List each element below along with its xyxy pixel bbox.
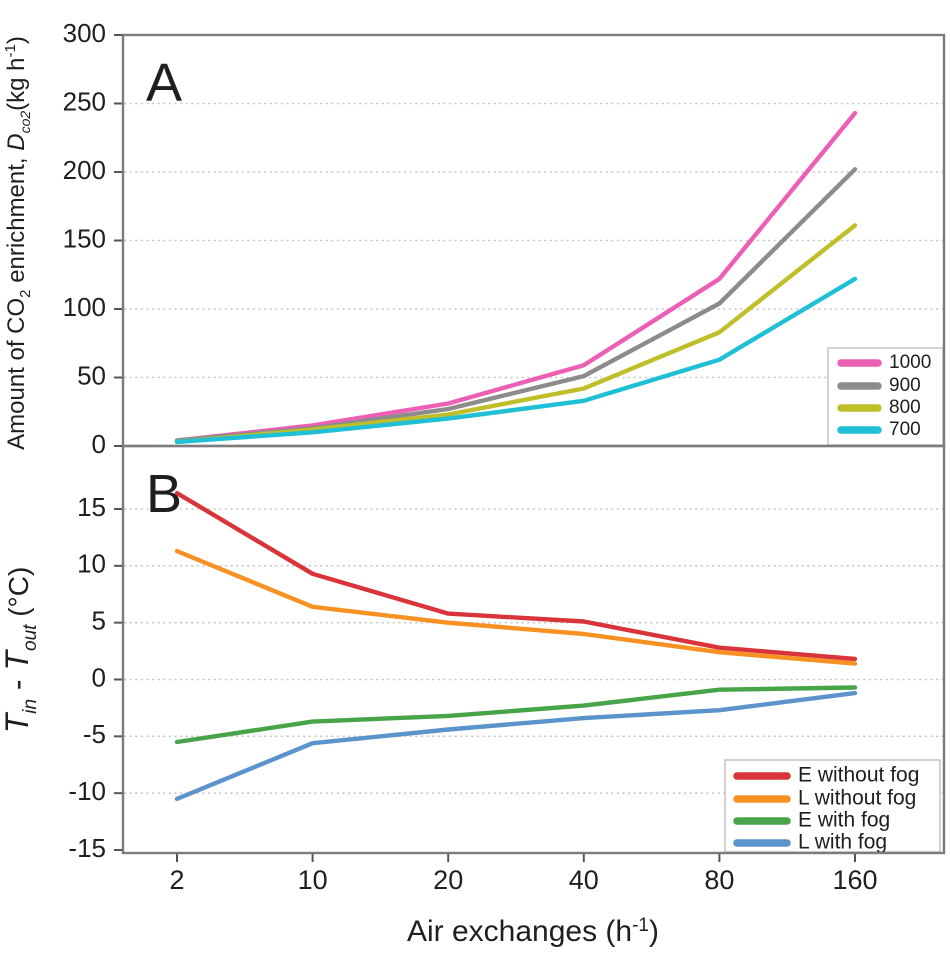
y-tick-label-a: 150 [63,223,106,253]
legend-label: 700 [889,419,921,440]
x-tick-label: 10 [298,865,328,895]
y-tick-label-a: 0 [92,429,106,459]
panel-b-title: B [146,464,182,524]
panel-a-gridlines [124,102,943,379]
y-tick-label-b: 10 [77,549,106,579]
panel-a-series [174,110,858,445]
axis-ticks [114,34,856,862]
y-tick-label-a: 50 [77,360,106,390]
y-tick-label-a: 100 [63,292,106,322]
x-tick-label: 40 [569,865,599,895]
y-tick-label-b: -15 [68,833,106,863]
y-tick-label-b: 5 [92,606,106,636]
panel-a-title: A [146,53,182,113]
series-line-800 [174,223,858,445]
legend-label: 800 [889,397,921,418]
panel-b-gridlines [124,508,943,794]
x-tick-label: 20 [433,865,463,895]
y-tick-label-a: 300 [63,18,106,48]
legend-label: 1000 [889,352,931,373]
legend-label: E without fog [798,764,919,787]
series-line-700 [174,276,858,445]
x-tick-label: 2 [169,865,184,895]
panel-a-y-axis-label: Amount of CO2 enrichment, Dco2(kg h-1) [2,36,34,450]
legend-label: E with fog [798,809,890,832]
panel-b-frame [121,444,946,855]
legend-label: L without fog [798,787,916,810]
series-line-l-without-fog [174,548,858,666]
panel-b-series [174,490,858,802]
y-tick-label-a: 200 [63,155,106,185]
x-tick-label: 160 [832,865,877,895]
series-line-l-with-fog [174,690,858,802]
y-tick-label-b: 0 [92,662,106,692]
y-tick-label-b: 15 [77,492,106,522]
x-tick-label: 80 [704,865,734,895]
series-line-e-with-fog [174,685,858,745]
y-tick-label-b: -5 [83,719,106,749]
panel-b-y-axis-label: Tin - Tout (°C) [0,567,41,734]
series-line-1000 [174,110,858,443]
series-line-e-without-fog [174,490,858,662]
x-axis-label: Air exchanges (h-1) [407,915,659,948]
y-tick-label-a: 250 [63,86,106,116]
y-tick-label-b: -10 [68,776,106,806]
legend-label: L with fog [798,831,887,854]
legend-label: 900 [889,375,921,396]
